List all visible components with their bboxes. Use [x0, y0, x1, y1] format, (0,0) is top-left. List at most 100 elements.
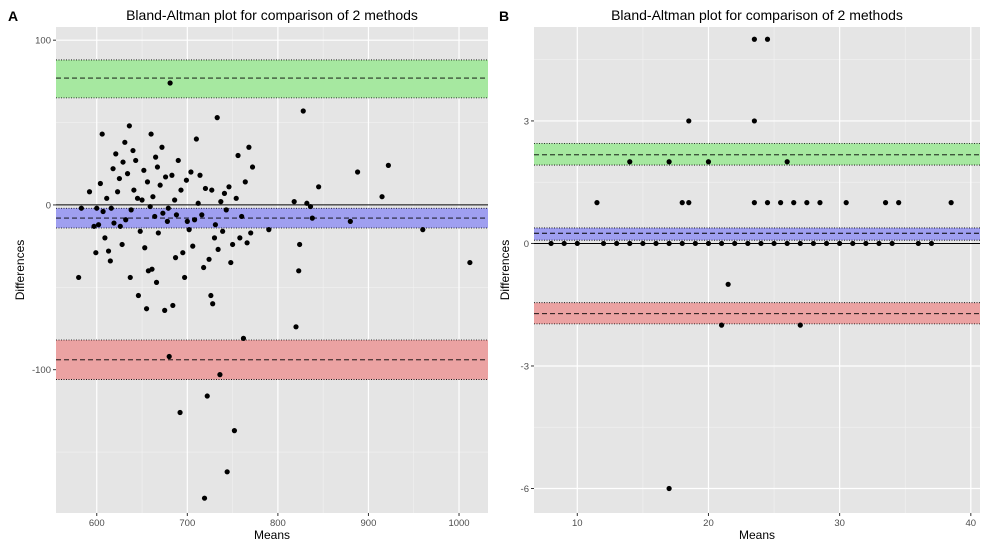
data-point [211, 235, 218, 241]
data-point [666, 485, 672, 492]
data-point [197, 172, 203, 178]
data-point [162, 307, 168, 313]
data-point [183, 177, 190, 183]
data-point [751, 36, 757, 42]
data-point [173, 212, 180, 218]
data-point [209, 187, 215, 193]
data-point [574, 240, 580, 247]
data-point [666, 159, 672, 165]
data-point [594, 200, 600, 206]
data-point [249, 164, 256, 170]
data-point [548, 240, 554, 247]
data-point [915, 240, 921, 247]
x-axis-title: Means [254, 528, 290, 542]
data-point [184, 218, 190, 224]
data-point [155, 230, 161, 236]
data-point [725, 281, 731, 287]
lower-loa-band [534, 302, 980, 324]
data-point [193, 136, 199, 142]
data-point [191, 217, 198, 223]
data-point [228, 259, 234, 266]
y-tick-label: 0 [524, 239, 529, 250]
data-point [172, 255, 179, 261]
data-point [175, 157, 181, 164]
data-point [160, 210, 166, 216]
data-point [206, 256, 212, 262]
data-point [127, 274, 133, 281]
data-point [239, 213, 245, 220]
data-point [128, 207, 134, 213]
data-point [208, 292, 214, 299]
data-point [751, 200, 757, 206]
data-point [165, 205, 171, 211]
data-point [718, 240, 725, 247]
y-tick-label: 100 [35, 36, 51, 47]
plot-background [56, 27, 488, 513]
data-point [143, 306, 150, 312]
data-point [244, 240, 250, 246]
data-point [102, 235, 108, 241]
panel-b: 10 20 30 40 -6 -3 0 3 Bland-Altman plot for comp… [498, 7, 980, 542]
data-point [797, 322, 803, 328]
data-point [169, 172, 175, 178]
data-point [202, 185, 209, 192]
data-point [144, 179, 151, 185]
data-point [705, 159, 712, 165]
data-point [230, 241, 236, 248]
panel-letter: B [499, 8, 509, 24]
data-point [133, 157, 139, 164]
y-tick-label: -6 [521, 484, 529, 495]
data-point [199, 212, 205, 218]
data-point [188, 169, 194, 175]
data-point [162, 174, 169, 180]
data-point [195, 200, 201, 206]
data-point [141, 167, 147, 173]
data-point [201, 495, 208, 501]
data-point [153, 279, 160, 285]
data-point [233, 195, 239, 201]
data-point [221, 190, 228, 196]
data-point [882, 200, 889, 206]
data-point [850, 240, 856, 247]
x-tick-label: 700 [179, 518, 195, 529]
data-point [149, 266, 155, 272]
data-point [119, 241, 125, 248]
data-point [561, 240, 567, 247]
panel-a: 600 700 800 900 1000 -100 0 100 Bland-Altman plo… [8, 7, 488, 542]
data-point [797, 240, 803, 247]
data-point [220, 228, 226, 234]
data-point [94, 205, 100, 211]
data-point [180, 250, 186, 256]
data-point [627, 240, 633, 247]
data-point [201, 264, 207, 271]
x-axis-title: Means [739, 528, 775, 542]
upper-loa-band [56, 59, 488, 98]
x-tick-label: 10 [572, 518, 583, 529]
data-point [304, 200, 310, 206]
data-point [948, 200, 954, 206]
data-point [182, 274, 188, 281]
data-point [108, 205, 114, 211]
data-point [124, 171, 131, 177]
data-point [354, 169, 361, 175]
data-point [791, 200, 797, 206]
plot-background [534, 27, 980, 513]
data-point [217, 372, 223, 378]
data-point [296, 268, 302, 274]
data-point [123, 217, 129, 223]
panel-letter: A [8, 8, 18, 24]
y-tick-label: -3 [521, 361, 529, 372]
data-point [347, 218, 353, 224]
data-point [172, 197, 178, 203]
x-tick-label: 900 [361, 518, 377, 529]
data-point [131, 187, 137, 193]
data-point [420, 227, 426, 233]
data-point [300, 108, 306, 114]
y-axis-title: Differences [498, 240, 512, 300]
data-point [705, 240, 712, 247]
data-point [107, 258, 113, 264]
data-point [105, 248, 112, 254]
data-point [242, 179, 248, 185]
data-point [154, 164, 161, 170]
data-point [889, 240, 895, 247]
